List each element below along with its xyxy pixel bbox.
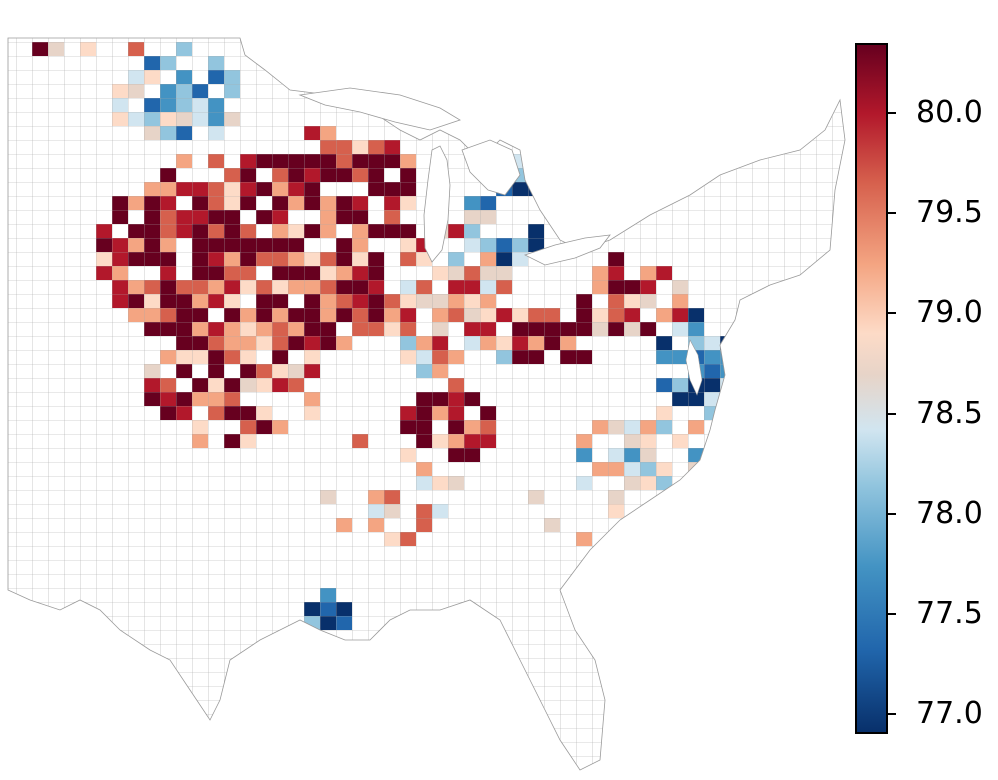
- lake-michigan: [423, 145, 451, 263]
- colorbar-tick: [888, 312, 896, 315]
- county-cell: [704, 448, 720, 462]
- colorbar-tick-label: 78.0: [916, 495, 983, 531]
- great-lakes: [298, 87, 703, 396]
- map-canvas: [7, 37, 846, 771]
- chesapeake-bay: [685, 339, 703, 396]
- colorbar-tick-label: 79.5: [916, 195, 983, 231]
- colorbar-tick: [888, 412, 896, 415]
- colorbar: [855, 43, 888, 734]
- colorbar-tick-label: 79.0: [916, 295, 983, 331]
- colorbar-tick-label: 78.5: [916, 395, 983, 431]
- colorbar-tick: [888, 212, 896, 215]
- colorbar-tick: [888, 112, 896, 115]
- colorbar-tick-label: 77.0: [916, 695, 983, 731]
- lake-superior: [298, 87, 461, 131]
- colorbar-tick: [888, 712, 896, 715]
- county-cell: [528, 168, 544, 182]
- colorbar-tick-label: 80.0: [916, 95, 983, 131]
- lake-erie: [523, 234, 611, 266]
- lake-huron: [461, 139, 521, 196]
- county-choropleth-map: [7, 37, 846, 771]
- colorbar-tick: [888, 512, 896, 515]
- colorbar-tick-label: 77.5: [916, 595, 983, 631]
- colorbar-tick: [888, 612, 896, 615]
